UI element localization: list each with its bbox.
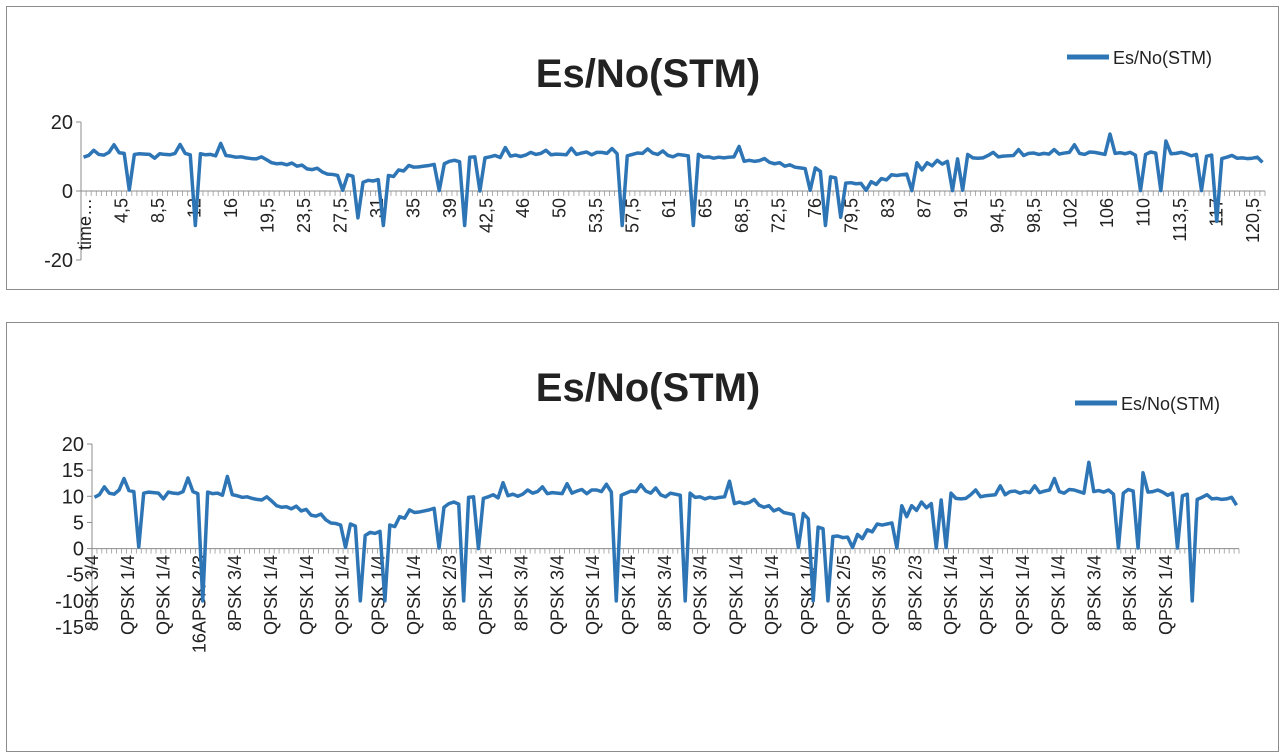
x-tick-label: QPSK 1/4 — [726, 555, 746, 635]
x-tick-label: 8PSK 3/4 — [655, 555, 675, 631]
x-tick-label: 76 — [805, 198, 825, 218]
x-tick-label: 19,5 — [258, 198, 278, 233]
x-tick-label: 61 — [659, 198, 679, 218]
y-tick-label: 5 — [73, 512, 84, 534]
x-tick-label: QPSK 1/4 — [476, 555, 496, 635]
x-tick-label: QPSK 1/4 — [762, 555, 782, 635]
x-tick-label: 72,5 — [769, 198, 789, 233]
y-tick-label: -15 — [55, 617, 84, 639]
chart-1-legend-label: Es/No(STM) — [1113, 48, 1212, 68]
x-tick-label: QPSK 1/4 — [154, 555, 174, 635]
x-tick-label: 91 — [951, 198, 971, 218]
x-tick-label: 50 — [550, 198, 570, 218]
x-tick-label: 8PSK 3/4 — [225, 555, 245, 631]
x-tick-label: time… — [75, 198, 95, 250]
x-tick-label: 68,5 — [732, 198, 752, 233]
y-tick-label: 15 — [62, 460, 84, 482]
chart-2-axes: -15 -10 -5 0 5 10 15 20 — [55, 434, 1240, 639]
x-tick-label: 27,5 — [331, 198, 351, 233]
y-tick-label: 0 — [62, 181, 73, 203]
x-tick-label: QPSK 1/4 — [619, 555, 639, 635]
x-tick-label: 57,5 — [623, 198, 643, 233]
x-tick-label: QPSK 1/4 — [941, 555, 961, 635]
chart-1-title: Es/No(STM) — [536, 52, 760, 96]
chart-2-svg: Es/No(STM) Es/No(STM) -15 -10 -5 0 5 10 15 20 8… — [55, 366, 1240, 653]
chart-2-series-line — [93, 460, 1239, 603]
x-tick-label: 79,5 — [842, 198, 862, 233]
x-tick-label: 42,5 — [477, 198, 497, 233]
chart-1-svg: Es/No(STM) Es/No(STM) -20 0 20 time… 4,5 8,5… — [44, 48, 1266, 272]
y-tick-label: 10 — [62, 486, 84, 508]
y-tick-label: 0 — [73, 539, 84, 561]
x-tick-label: QPSK 1/4 — [1013, 555, 1033, 635]
y-tick-label: -10 — [55, 591, 84, 613]
chart-panel-2: Es/No(STM) Es/No(STM) -15 -10 -5 0 5 10 15 20 8… — [6, 322, 1279, 752]
x-tick-label: 113,5 — [1170, 198, 1190, 242]
x-tick-label: 8PSK 3/4 — [512, 555, 532, 631]
x-tick-label: 8PSK 3/4 — [1120, 555, 1140, 631]
x-tick-label: 53,5 — [586, 198, 606, 233]
x-tick-label: QPSK 1/4 — [333, 555, 353, 635]
x-tick-label: QPSK 2/5 — [834, 555, 854, 635]
y-tick-label: 20 — [62, 434, 84, 456]
chart-2-title: Es/No(STM) — [536, 366, 760, 410]
x-tick-label: QPSK 1/4 — [583, 555, 603, 635]
x-tick-label: QPSK 1/4 — [1049, 555, 1069, 635]
x-tick-label: QPSK 1/4 — [261, 555, 281, 635]
chart-1-x-tick-labels: time… 4,5 8,5 12 16 19,5 23,5 27,5 31 35 39 42,5 46 5… — [75, 198, 1263, 250]
x-tick-label: QPSK 1/4 — [118, 555, 138, 635]
y-tick-label: -20 — [44, 250, 73, 272]
chart-1-axes: -20 0 20 — [44, 112, 1266, 272]
x-tick-label: 23,5 — [294, 198, 314, 233]
x-tick-label: 106 — [1097, 198, 1117, 228]
x-tick-label: QPSK 3/5 — [870, 555, 890, 635]
x-tick-label: 16APSK 2/3 — [189, 555, 209, 653]
x-tick-label: QPSK 3/4 — [691, 555, 711, 635]
x-tick-label: 16 — [221, 198, 241, 218]
x-tick-label: 4,5 — [112, 198, 132, 223]
x-tick-label: 102 — [1061, 198, 1081, 228]
chart-2-x-tick-labels: 8PSK 3/4 QPSK 1/4 QPSK 1/4 16APSK 2/3 8PSK 3… — [82, 555, 1176, 653]
x-tick-label: 35 — [404, 198, 424, 218]
chart-2-legend-label: Es/No(STM) — [1121, 394, 1220, 414]
x-tick-label: QPSK 1/4 — [1156, 555, 1176, 635]
x-tick-label: 8PSK 3/4 — [82, 555, 102, 631]
x-tick-label: 98,5 — [1024, 198, 1044, 233]
x-tick-label: 83 — [878, 198, 898, 218]
x-tick-label: 8,5 — [148, 198, 168, 223]
x-tick-label: QPSK 3/4 — [547, 555, 567, 635]
x-tick-label: 120,5 — [1243, 198, 1263, 243]
x-tick-label: QPSK 1/4 — [297, 555, 317, 635]
x-tick-label: 110 — [1134, 198, 1154, 227]
chart-1-series-line — [82, 132, 1264, 228]
x-tick-label: 94,5 — [988, 198, 1008, 233]
y-tick-label: -5 — [66, 565, 84, 587]
x-tick-label: 87 — [915, 198, 935, 218]
x-tick-label: QPSK 1/4 — [977, 555, 997, 635]
x-tick-label: 8PSK 2/3 — [905, 555, 925, 631]
x-tick-label: 8PSK 3/4 — [1084, 555, 1104, 631]
y-tick-label: 20 — [51, 112, 73, 134]
chart-panel-1: Es/No(STM) Es/No(STM) -20 0 20 time… 4,5 8,5… — [6, 6, 1279, 290]
x-tick-label: 65 — [696, 198, 716, 218]
x-tick-label: 8PSK 2/3 — [440, 555, 460, 631]
x-tick-label: QPSK 1/4 — [404, 555, 424, 635]
x-tick-label: 39 — [440, 198, 460, 218]
x-tick-label: 46 — [513, 198, 533, 218]
